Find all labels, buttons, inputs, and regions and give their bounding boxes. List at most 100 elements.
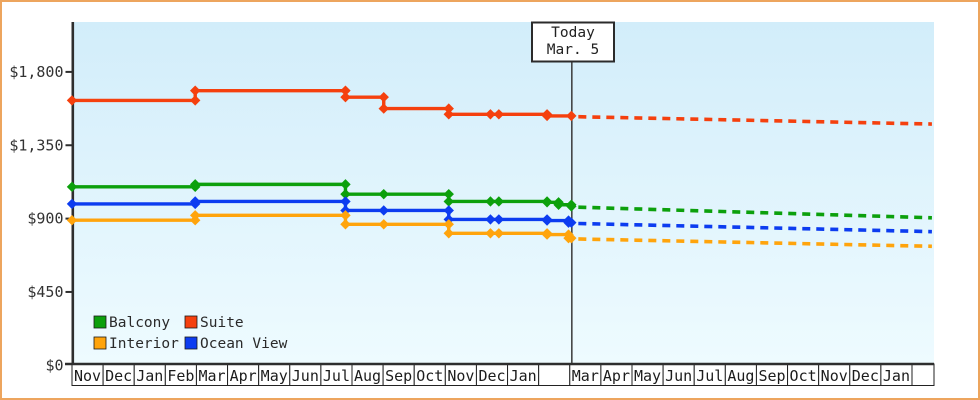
price-point	[189, 196, 201, 207]
price-point	[66, 198, 78, 210]
month-label: Nov	[821, 367, 848, 385]
price-point	[443, 196, 454, 207]
plot-background	[73, 22, 934, 364]
price-point	[485, 196, 496, 207]
price-point	[443, 188, 454, 200]
month-label: Jan	[136, 367, 163, 385]
projection-line	[578, 221, 932, 234]
month-label: Nov	[447, 367, 474, 385]
price-line	[72, 88, 572, 118]
legend-label: Interior	[109, 336, 179, 352]
today-label: Today	[551, 25, 595, 41]
month-label: Aug	[727, 367, 754, 385]
series-suite	[66, 85, 932, 126]
y-tick-label: $1,350	[9, 136, 63, 154]
month-label: Dec	[852, 367, 879, 385]
price-point	[541, 110, 553, 122]
price-point	[189, 179, 201, 190]
y-tick-label: $900	[27, 210, 63, 228]
price-point	[566, 232, 577, 244]
price-point	[553, 199, 564, 210]
price-point	[189, 85, 201, 96]
month-label: Mar	[198, 367, 225, 385]
month-label: Jan	[883, 367, 910, 385]
month-cell	[538, 363, 571, 386]
month-label: Jun	[292, 367, 319, 385]
price-point	[493, 109, 505, 120]
month-label: Jun	[665, 367, 692, 385]
price-point	[378, 103, 389, 114]
price-point	[340, 179, 351, 190]
price-point	[443, 103, 454, 114]
price-point	[189, 210, 201, 221]
month-label: Feb	[167, 367, 194, 385]
price-point	[443, 205, 454, 216]
today-date-label: Mar. 5	[547, 42, 599, 58]
month-label: Jul	[323, 367, 350, 385]
month-label: Oct	[416, 367, 443, 385]
legend-swatch	[93, 336, 107, 350]
legend-swatch	[184, 336, 198, 350]
legend-label: Suite	[200, 315, 244, 331]
month-label: Mar	[572, 367, 599, 385]
price-point	[378, 188, 389, 200]
price-point	[340, 91, 351, 103]
y-tick-label: $0	[45, 356, 63, 374]
projection-line	[578, 114, 932, 126]
legend: Balcony Suite Interior Ocean View	[93, 315, 288, 352]
month-label: Nov	[74, 367, 101, 385]
price-point	[485, 228, 496, 239]
price-point	[493, 228, 505, 239]
price-point	[566, 110, 577, 122]
price-point	[340, 85, 351, 96]
month-label: Dec	[478, 367, 505, 385]
y-axis: $0 $450 $900 $1,350 $1,800	[9, 22, 934, 374]
month-label: Jan	[510, 367, 537, 385]
legend-swatch	[93, 315, 107, 329]
projection-line	[578, 237, 932, 249]
price-point	[443, 228, 454, 239]
month-label: Dec	[105, 367, 132, 385]
today-box	[531, 21, 615, 63]
month-label: Apr	[230, 367, 257, 385]
price-point	[66, 215, 78, 226]
month-cell	[911, 363, 935, 386]
price-point	[189, 95, 201, 106]
price-point	[443, 219, 454, 230]
month-label: May	[634, 367, 661, 385]
month-label: Sep	[385, 367, 412, 385]
price-point	[493, 214, 505, 225]
price-point	[340, 196, 351, 207]
price-point	[378, 91, 389, 103]
price-point	[378, 219, 389, 230]
legend-swatch	[184, 315, 198, 329]
y-tick-label: $1,800	[9, 63, 63, 81]
y-tick-label: $450	[27, 283, 63, 301]
price-point	[541, 229, 553, 240]
month-label: Sep	[758, 367, 785, 385]
series-balcony	[66, 179, 932, 220]
price-point	[493, 196, 505, 207]
price-point	[443, 109, 454, 120]
price-point	[485, 214, 496, 225]
legend-label: Balcony	[109, 315, 170, 331]
price-point	[566, 217, 577, 228]
price-point	[340, 188, 351, 200]
price-point	[541, 197, 553, 208]
projection-line	[578, 205, 932, 220]
series-interior	[66, 210, 932, 249]
month-label: Oct	[790, 367, 817, 385]
price-point	[340, 219, 351, 230]
price-point	[566, 201, 577, 212]
price-point	[541, 215, 553, 226]
month-label: Apr	[603, 367, 630, 385]
legend-label: Ocean View	[200, 336, 288, 352]
month-label: Aug	[354, 367, 381, 385]
month-label: May	[261, 367, 288, 385]
price-point	[66, 95, 78, 106]
x-axis: Nov Dec Jan Feb Mar Apr May Jun Jul Aug Sep Oct Nov D…	[71, 363, 935, 386]
month-label: Jul	[696, 367, 723, 385]
